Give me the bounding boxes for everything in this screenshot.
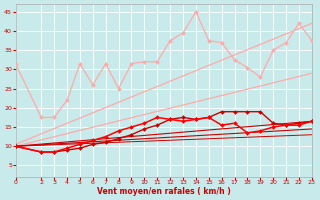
X-axis label: Vent moyen/en rafales ( km/h ): Vent moyen/en rafales ( km/h ) xyxy=(97,187,230,196)
